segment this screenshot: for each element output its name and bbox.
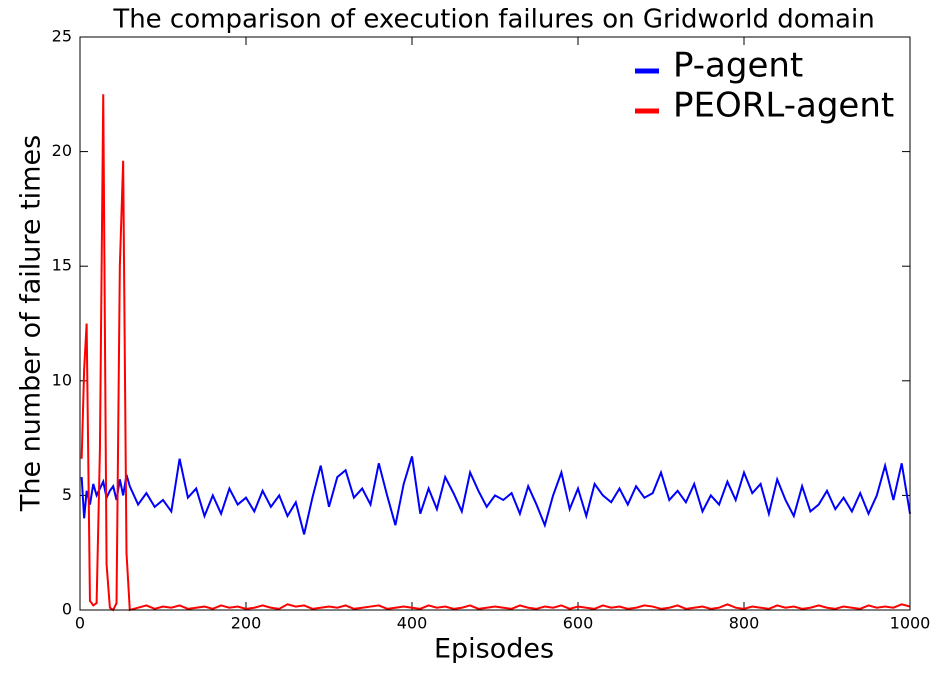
- x-tick-label: 200: [231, 614, 262, 633]
- legend-label: PEORL-agent: [673, 86, 894, 126]
- series-line: [80, 456, 911, 535]
- x-tick-label: 400: [397, 614, 428, 633]
- y-tick-label: 15: [52, 256, 72, 275]
- y-tick-label: 0: [62, 600, 72, 619]
- x-tick-label: 600: [563, 614, 594, 633]
- x-axis-label: Episodes: [434, 634, 554, 665]
- x-tick-label: 800: [729, 614, 760, 633]
- y-tick-label: 5: [62, 485, 72, 504]
- plot-frame: [79, 36, 911, 611]
- y-tick-label: 25: [52, 27, 72, 46]
- y-tick-label: 20: [52, 141, 72, 160]
- legend-label: P-agent: [673, 46, 803, 86]
- series-line: [80, 94, 911, 612]
- y-tick-label: 10: [52, 370, 72, 389]
- x-tick-label: 1000: [890, 614, 931, 633]
- x-tick-label: 0: [75, 614, 85, 633]
- chart-title: The comparison of execution failures on …: [112, 5, 874, 35]
- y-axis-label: The number of failure times: [16, 135, 47, 512]
